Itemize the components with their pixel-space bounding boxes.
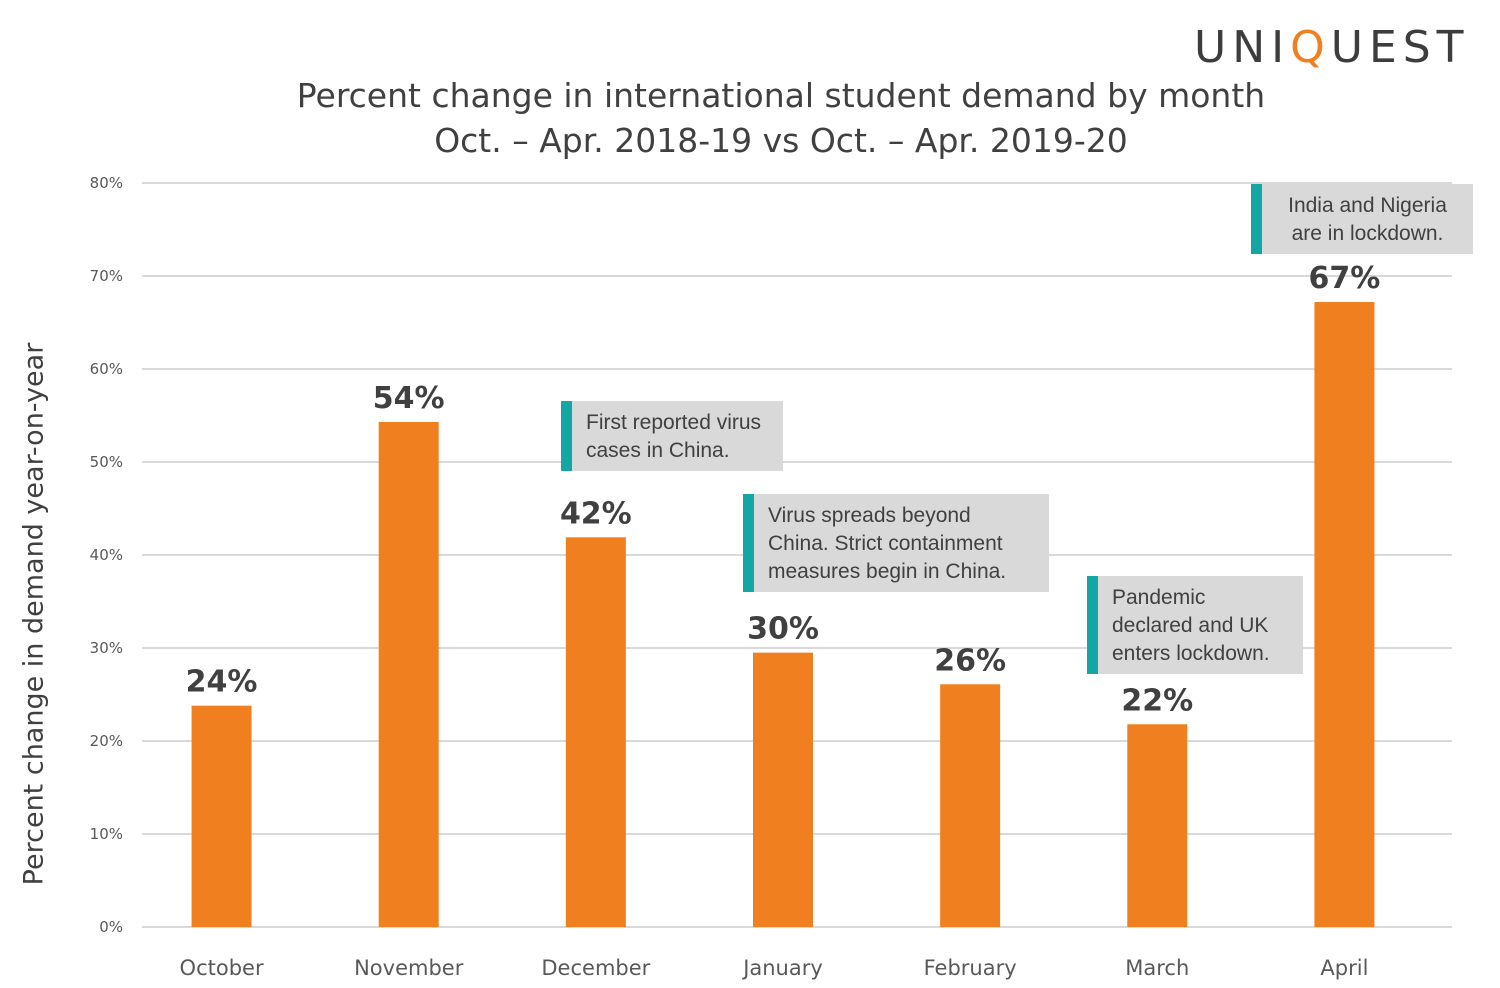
annotation-april: India and Nigeria are in lockdown.: [1251, 184, 1473, 254]
data-label: 67%: [1309, 261, 1381, 296]
data-label: 24%: [186, 665, 258, 700]
annotation-line: China. Strict containment: [768, 532, 1003, 555]
chart-subtitle: Oct. – Apr. 2018-19 vs Oct. – Apr. 2019-…: [434, 121, 1128, 160]
y-tick-label: 60%: [90, 360, 123, 378]
y-tick-label: 80%: [90, 174, 123, 192]
y-tick-label: 70%: [90, 267, 123, 285]
y-tick-label: 50%: [90, 453, 123, 471]
bar-february: [940, 684, 1001, 927]
bar-april: [1314, 302, 1375, 927]
y-tick-label: 40%: [90, 546, 123, 564]
y-tick-label: 20%: [90, 732, 123, 750]
annotation-december: First reported virus cases in China.: [561, 401, 783, 471]
y-tick-label: 10%: [90, 825, 123, 843]
annotation-line: Pandemic: [1112, 586, 1206, 609]
y-tick-label: 0%: [99, 918, 123, 936]
annotation-line: First reported virus: [586, 411, 762, 434]
bar-october: [191, 705, 252, 927]
y-tick-label: 30%: [90, 639, 123, 657]
annotation-line: are in lockdown.: [1291, 222, 1444, 245]
uniquest-logo: UNIQUEST: [1194, 22, 1470, 73]
x-tick-label: November: [354, 956, 464, 980]
bar-december: [565, 537, 626, 927]
data-label: 42%: [560, 496, 632, 531]
annotation-line: India and Nigeria: [1288, 194, 1447, 217]
data-label: 54%: [373, 381, 445, 416]
annotation-january: Virus spreads beyond China. Strict contai…: [743, 494, 1049, 592]
bar-march: [1127, 724, 1188, 927]
bar-january: [753, 652, 813, 927]
chart-title: Percent change in international student …: [296, 76, 1266, 115]
annotation-line: declared and UK: [1112, 614, 1269, 637]
x-tick-label: February: [924, 956, 1017, 980]
bar-november: [378, 422, 439, 927]
x-tick-label: January: [741, 956, 823, 980]
annotation-line: enters lockdown.: [1112, 642, 1270, 665]
annotation-line: Virus spreads beyond: [768, 504, 971, 527]
annotation-march: Pandemic declared and UK enters lockdown.: [1087, 576, 1303, 674]
annotation-line: cases in China.: [586, 439, 730, 462]
annotation-line: measures begin in China.: [768, 560, 1007, 583]
x-tick-label: October: [180, 956, 264, 980]
data-label: 30%: [747, 612, 819, 647]
data-label: 22%: [1121, 683, 1193, 718]
data-label: 26%: [934, 643, 1006, 678]
x-tick-label: December: [541, 956, 650, 980]
x-tick-label: April: [1320, 956, 1368, 980]
x-tick-label: March: [1125, 956, 1189, 980]
